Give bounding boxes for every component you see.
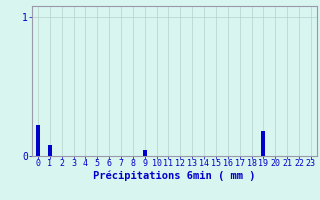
Bar bbox=[261, 131, 266, 156]
X-axis label: Précipitations 6min ( mm ): Précipitations 6min ( mm ) bbox=[93, 171, 256, 181]
Bar bbox=[48, 145, 52, 156]
Bar bbox=[143, 150, 147, 156]
Bar bbox=[36, 125, 40, 156]
